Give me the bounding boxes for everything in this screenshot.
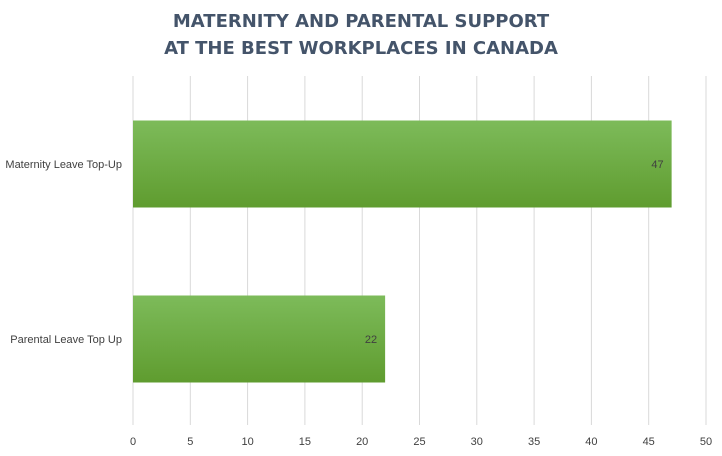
chart-title: MATERNITY AND PARENTAL SUPPORT AT THE BE… [0,8,722,62]
data-label: 47 [651,159,663,171]
x-tick-label: 5 [187,436,193,448]
category-label: Parental Leave Top Up [10,334,122,346]
bars [133,120,672,383]
data-label: 22 [365,334,377,346]
x-tick-label: 10 [241,436,253,448]
category-label: Maternity Leave Top-Up [5,159,122,171]
x-tick-label: 35 [528,436,540,448]
x-tick-label: 15 [299,436,311,448]
chart-title-line-2: AT THE BEST WORKPLACES IN CANADA [164,38,558,59]
x-tick-label: 40 [585,436,597,448]
x-tick-label: 0 [130,436,136,448]
x-tick-label: 30 [471,436,483,448]
bar [133,295,386,383]
chart-title-line-1: MATERNITY AND PARENTAL SUPPORT [172,11,550,32]
bar [133,120,672,208]
x-tick-label: 20 [356,436,368,448]
x-tick-label: 25 [413,436,425,448]
x-tick-label: 45 [643,436,655,448]
x-tick-label: 50 [700,436,712,448]
labels: 0 5 10 15 20 25 30 35 40 45 50 Maternity Leave Top-… [5,159,712,448]
